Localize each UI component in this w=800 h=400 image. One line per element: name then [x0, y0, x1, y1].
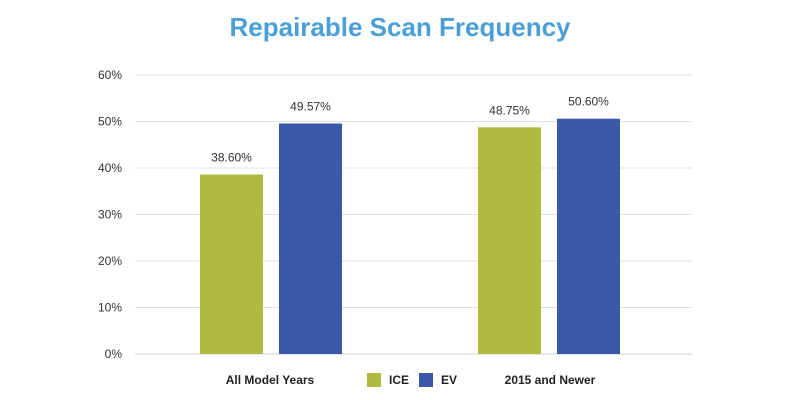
legend-label-ev: EV	[441, 373, 457, 387]
y-tick-label: 30%	[98, 208, 122, 222]
data-label: 50.60%	[568, 95, 609, 109]
bar-ice-2	[478, 127, 541, 354]
category-label: All Model Years	[226, 373, 315, 387]
chart-title: Repairable Scan Frequency	[229, 12, 571, 42]
y-tick-label: 60%	[98, 68, 122, 82]
bar-ev-1	[279, 123, 342, 354]
y-tick-label: 50%	[98, 115, 122, 129]
legend-label-ice: ICE	[389, 373, 409, 387]
category-label: 2015 and Newer	[505, 373, 596, 387]
legend-swatch-ev	[419, 373, 433, 387]
y-tick-label: 10%	[98, 301, 122, 315]
bar-ice-1	[200, 174, 263, 354]
y-tick-label: 40%	[98, 161, 122, 175]
y-tick-label: 0%	[105, 347, 123, 361]
data-label: 49.57%	[290, 99, 331, 113]
bar-ev-2	[557, 118, 620, 355]
data-label: 38.60%	[211, 151, 252, 165]
legend-swatch-ice	[367, 373, 381, 387]
data-label: 48.75%	[489, 103, 530, 117]
y-tick-label: 20%	[98, 254, 122, 268]
